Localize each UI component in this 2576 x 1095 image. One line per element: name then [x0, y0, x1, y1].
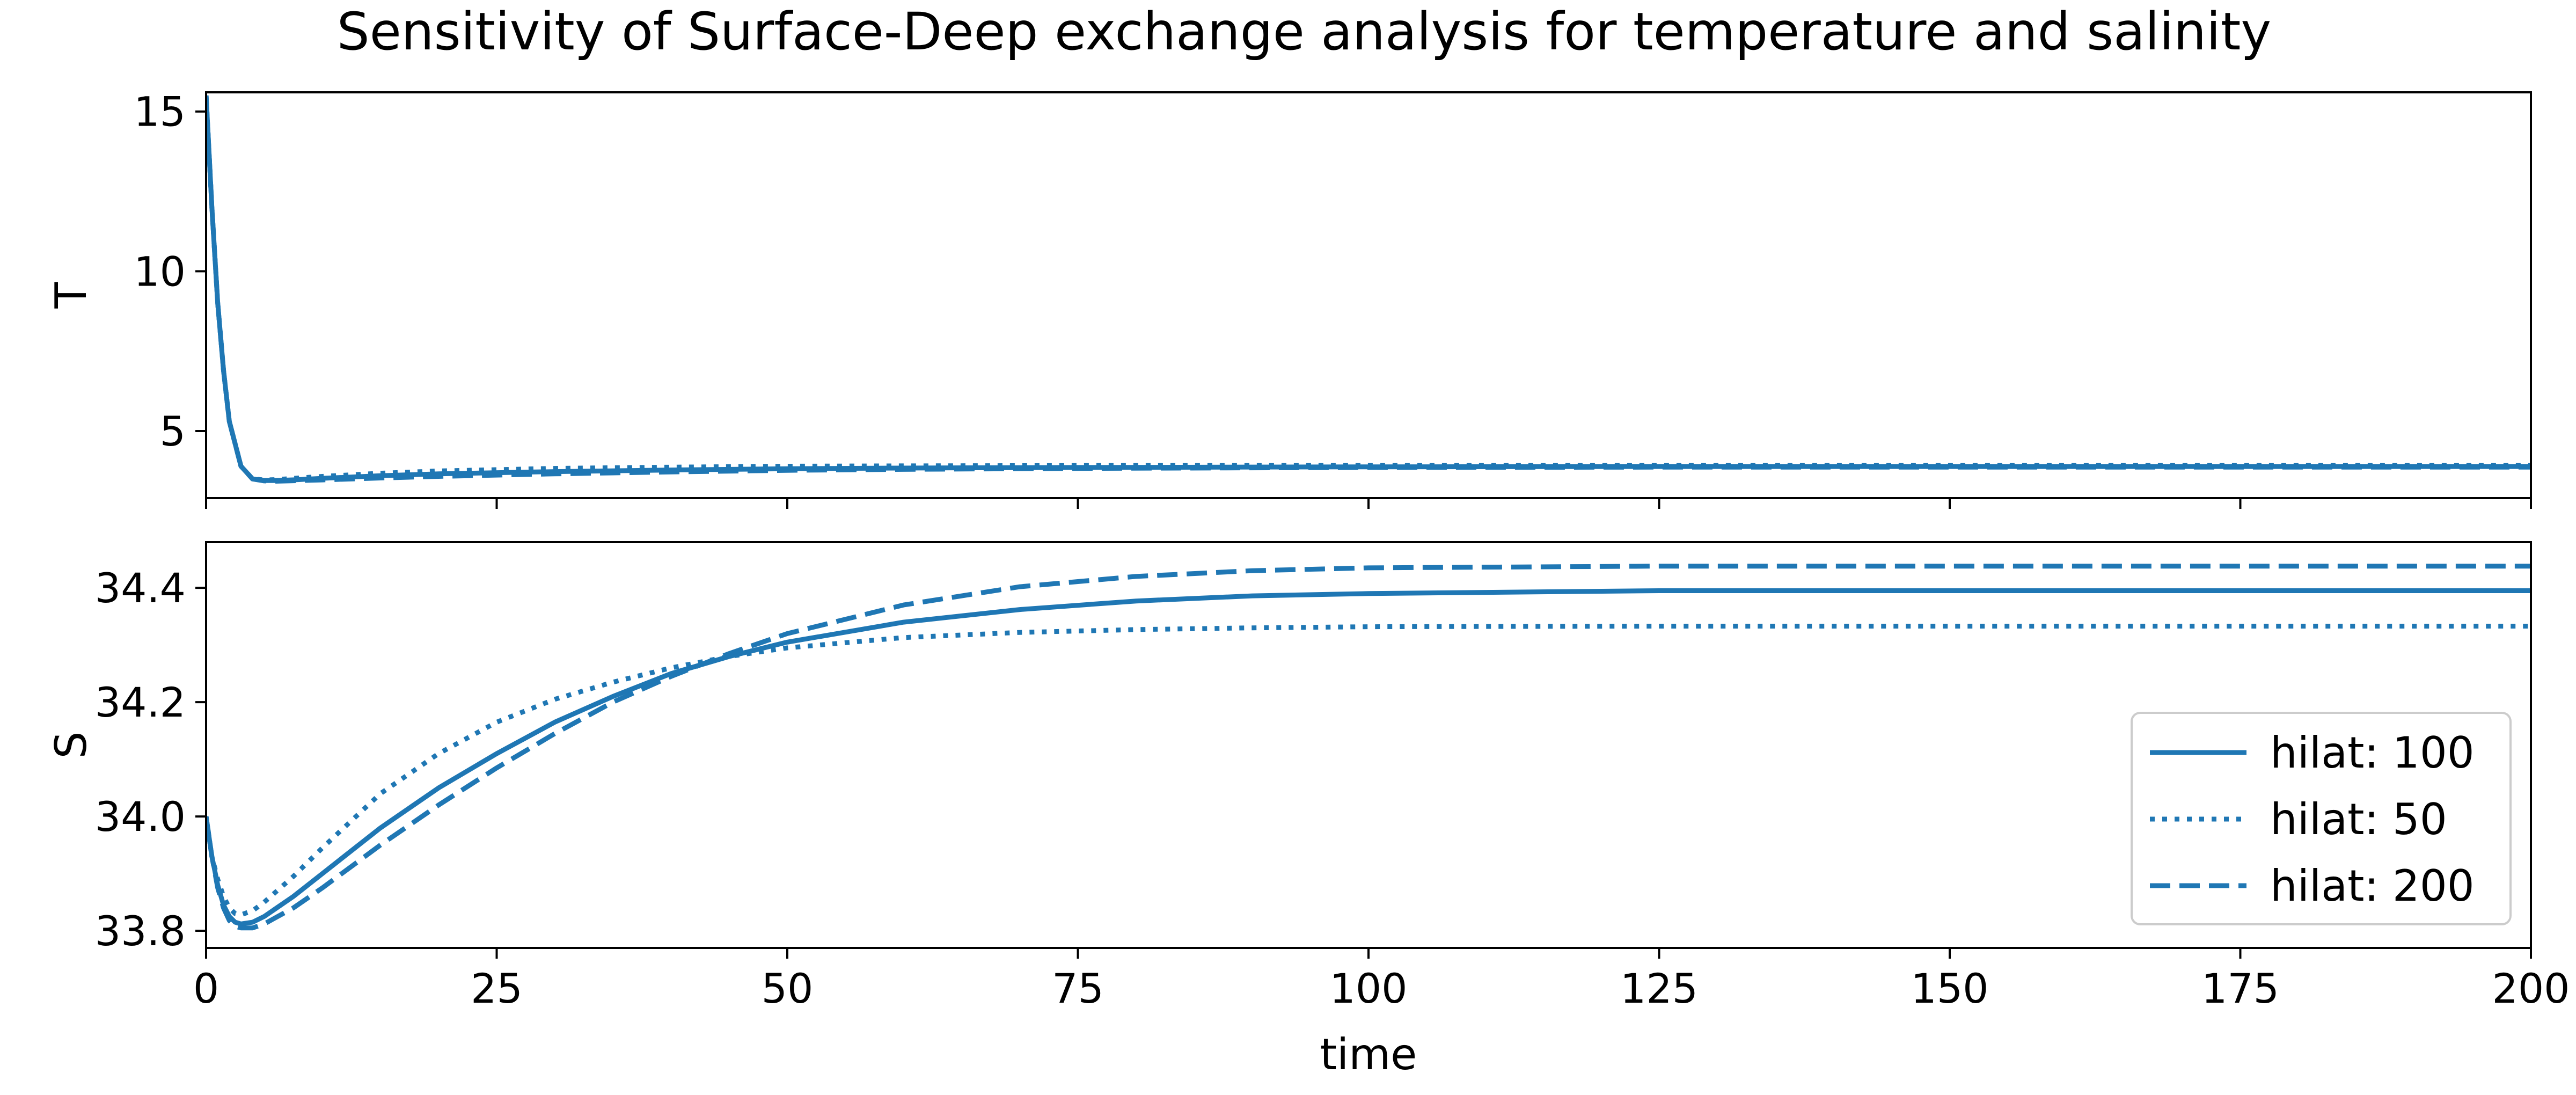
- y-axis-label: S: [46, 732, 96, 759]
- x-tick-label: 25: [471, 965, 523, 1012]
- y-tick-label: 15: [134, 88, 186, 136]
- series-line-1: [206, 588, 2531, 926]
- series-line-3: [206, 95, 2531, 484]
- legend: hilat: 100 hilat: 50 hilat: 200: [2131, 712, 2512, 925]
- legend-box: [2131, 712, 2512, 925]
- y-tick-label: 34.0: [95, 793, 186, 841]
- y-tick-label: 34.2: [95, 678, 186, 726]
- x-tick-label: 75: [1052, 965, 1104, 1012]
- x-tick-label: 175: [2201, 965, 2279, 1012]
- temperature-panel: 5 10 15 T: [46, 88, 2532, 509]
- series-lines: [206, 564, 2531, 931]
- x-axis-label: time: [1320, 1030, 1417, 1079]
- series-line-2: [206, 624, 2531, 917]
- series-line-3: [206, 564, 2531, 931]
- x-tick-label: 100: [1329, 965, 1407, 1012]
- x-tick-label: 200: [2492, 965, 2570, 1012]
- legend-label: hilat: 200: [2270, 861, 2475, 911]
- y-tick-label: 34.4: [95, 564, 186, 612]
- series-line-2: [206, 95, 2531, 483]
- x-tick-label: 50: [762, 965, 814, 1012]
- y-tick-label: 33.8: [95, 907, 186, 955]
- legend-label: hilat: 50: [2270, 794, 2447, 844]
- series-lines: [206, 95, 2531, 484]
- x-tick-label: 125: [1620, 965, 1698, 1012]
- legend-label: hilat: 100: [2270, 728, 2475, 778]
- y-tick-label: 10: [134, 247, 186, 295]
- x-tick-label: 150: [1911, 965, 1988, 1012]
- series-line-1: [206, 95, 2531, 483]
- salinity-panel: 0 25 50 75 100 125 150 175 200 33.8 34.0 34.2 34.4 St…: [46, 541, 2570, 1079]
- y-tick-label: 5: [160, 407, 186, 455]
- y-axis-label: T: [46, 281, 96, 309]
- x-tick-label: 0: [193, 965, 219, 1012]
- chart-title: Sensitivity of Surface-Deep exchange ana…: [337, 2, 2271, 62]
- axes-frame: [205, 91, 2532, 499]
